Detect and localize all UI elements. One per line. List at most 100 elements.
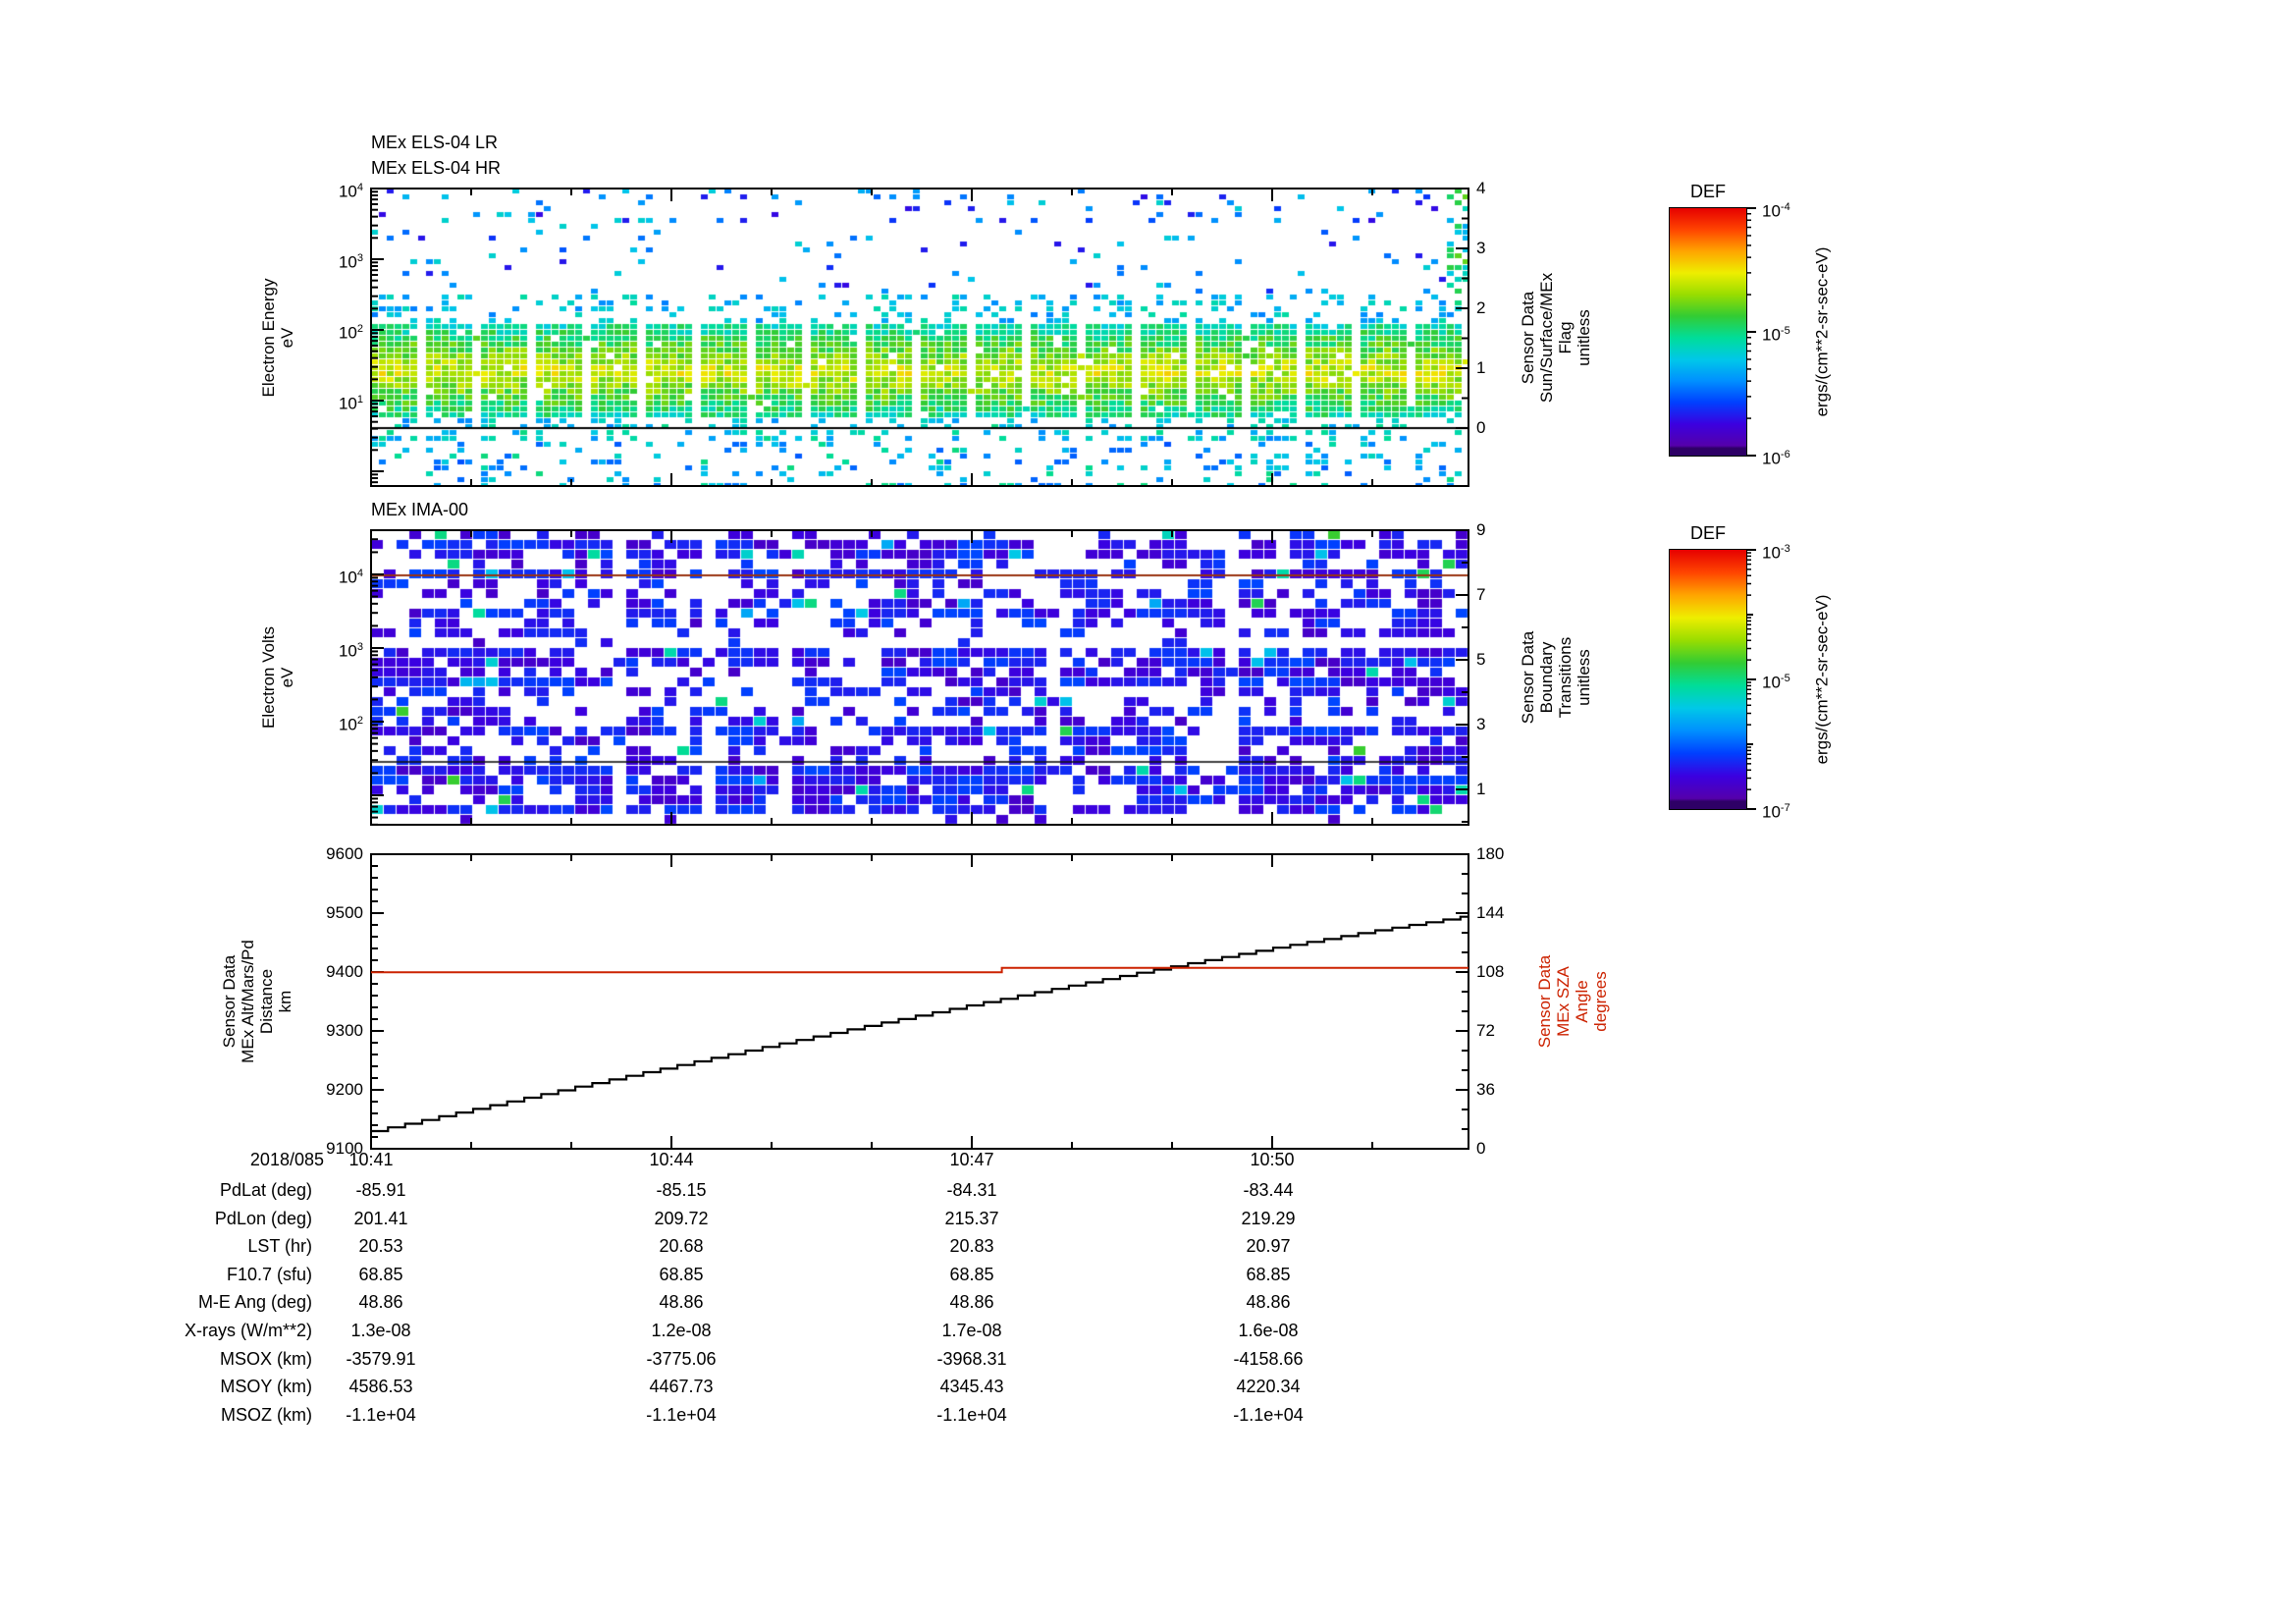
ima-right-axis-label: Sensor Data Boundary Transitions unitless [1519, 631, 1593, 725]
els-y-axis-label: Electron Energy eV [259, 279, 296, 398]
right-axis-tick-label: 5 [1476, 650, 1486, 669]
tick-mantissa: 10 [338, 568, 357, 587]
tick-mantissa: 10 [338, 182, 357, 201]
panel-title-ima: MEx IMA-00 [371, 500, 469, 519]
axis-label-line: Sensor Data [220, 954, 239, 1049]
table-cell: 68.85 [949, 1264, 994, 1284]
table-cell: 219.29 [1241, 1208, 1296, 1228]
table-cell: -3775.06 [646, 1348, 717, 1369]
x-axis-time-label: 10:50 [1250, 1150, 1295, 1169]
table-cell: 48.86 [659, 1292, 704, 1313]
colorbar-units-label: ergs/(cm**2-sr-sec-eV) [1813, 595, 1832, 765]
colorbar-units-label: ergs/(cm**2-sr-sec-eV) [1813, 247, 1832, 417]
colorbar-tick-label: 10-6 [1762, 445, 1790, 469]
right-axis-tick-label: 9 [1476, 520, 1486, 539]
axis-label-line: Electron Volts [259, 626, 278, 729]
table-cell: 4220.34 [1236, 1377, 1301, 1397]
tick-exponent: 2 [356, 323, 363, 335]
right-axis-tick-label: 7 [1476, 585, 1486, 604]
axis-label-line: Transitions [1556, 636, 1575, 719]
right-axis-tick-label: 3 [1476, 239, 1486, 257]
tick-mantissa: 10 [338, 252, 357, 272]
table-cell: -83.44 [1243, 1180, 1294, 1200]
table-cell: 4586.53 [348, 1377, 413, 1397]
left-axis-tick-label: 9400 [326, 962, 363, 981]
colorbar-tick-label: 10-4 [1762, 197, 1790, 222]
table-cell: 48.86 [358, 1292, 403, 1313]
axis-label-line: eV [278, 667, 296, 688]
tick-exponent: -5 [1780, 325, 1790, 337]
table-cell: 20.97 [1246, 1236, 1291, 1257]
table-cell: -1.1e+04 [646, 1404, 717, 1425]
tick-exponent: 1 [356, 394, 363, 406]
axis-label-line: Sun/Surface/MEx [1537, 272, 1556, 404]
table-cell: -3579.91 [346, 1348, 416, 1369]
colorbar [1670, 550, 1746, 809]
table-row-label: PdLon (deg) [214, 1208, 312, 1228]
panel-title-els-hr: MEx ELS-04 HR [371, 158, 502, 178]
tick-exponent: -4 [1780, 201, 1790, 213]
tick-exponent: 4 [356, 182, 363, 193]
right-axis-tick-label: 1 [1476, 780, 1486, 798]
table-row-label: MSOY (km) [220, 1377, 312, 1397]
colorbar [1670, 208, 1746, 456]
tick-mantissa: 10 [338, 641, 357, 661]
right-axis-tick-label: 2 [1476, 298, 1486, 317]
axis-label-line: unitless [1575, 649, 1593, 706]
colorbar-tick-label: 10-5 [1762, 669, 1790, 693]
axis-label-line: ergs/(cm**2-sr-sec-eV) [1812, 246, 1832, 417]
left-axis-tick-label: 9500 [326, 903, 363, 922]
table-cell: 4467.73 [649, 1377, 714, 1397]
els-spectrogram-canvas [371, 189, 1468, 486]
table-cell: -84.31 [946, 1180, 997, 1200]
sza-line [371, 966, 1468, 974]
tick-exponent: 3 [356, 252, 363, 264]
tick-exponent: -3 [1780, 543, 1790, 555]
x-axis-date: 2018/085 [249, 1150, 324, 1169]
right-axis-tick-label: 1 [1476, 358, 1486, 377]
axis-label-line: MEx Alt/Mars/Pd [239, 940, 257, 1063]
table-cell: -85.91 [355, 1180, 406, 1200]
table-cell: 201.41 [353, 1208, 408, 1228]
tick-mantissa: 10 [1762, 201, 1781, 221]
table-row-label: MSOX (km) [220, 1348, 312, 1369]
colorbar-title: DEF [1690, 523, 1726, 543]
table-cell: 215.37 [944, 1208, 999, 1228]
log-tick-label: 103 [339, 248, 363, 273]
tick-mantissa: 10 [1762, 802, 1781, 822]
table-row-label: PdLat (deg) [219, 1180, 312, 1200]
axis-label-line: Sensor Data [1535, 954, 1554, 1049]
altitude-axis-label: Sensor Data MEx Alt/Mars/Pd Distance km [220, 940, 294, 1063]
table-cell: -85.15 [656, 1180, 707, 1200]
table-cell: 1.6e-08 [1238, 1321, 1299, 1340]
table-cell: 4345.43 [939, 1377, 1004, 1397]
axis-label-line: eV [278, 327, 296, 349]
log-tick-label: 103 [339, 637, 363, 662]
log-tick-label: 102 [339, 711, 363, 735]
line-panel-border [370, 853, 1469, 1150]
sza-axis-label: Sensor Data MEx SZA Angle degrees [1535, 955, 1610, 1049]
tick-exponent: -7 [1780, 802, 1790, 814]
table-cell: 1.7e-08 [941, 1321, 1002, 1340]
left-axis-tick-label: 9200 [326, 1080, 363, 1099]
axis-label-line: Flag [1556, 321, 1575, 354]
axis-label-line: unitless [1575, 309, 1593, 366]
right-axis-tick-label: 0 [1476, 418, 1486, 437]
right-axis-tick-label: 180 [1476, 844, 1505, 863]
axis-label-line: ergs/(cm**2-sr-sec-eV) [1812, 594, 1832, 765]
table-row-label: M-E Ang (deg) [197, 1292, 312, 1313]
axis-label-line: Sensor Data [1519, 630, 1537, 725]
tick-mantissa: 10 [1762, 325, 1781, 345]
tick-exponent: 3 [356, 641, 363, 653]
left-axis-tick-label: 9600 [326, 844, 363, 863]
table-cell: -4158.66 [1233, 1348, 1304, 1369]
log-tick-label: 102 [339, 319, 363, 344]
table-cell: 68.85 [358, 1264, 403, 1284]
axis-label-line: MEx SZA [1554, 966, 1573, 1037]
axis-label-line: Angle [1573, 980, 1591, 1023]
table-cell: -3968.31 [936, 1348, 1007, 1369]
table-row-label: LST (hr) [247, 1236, 312, 1257]
right-axis-tick-label: 0 [1476, 1139, 1486, 1158]
table-cell: 68.85 [1246, 1264, 1291, 1284]
